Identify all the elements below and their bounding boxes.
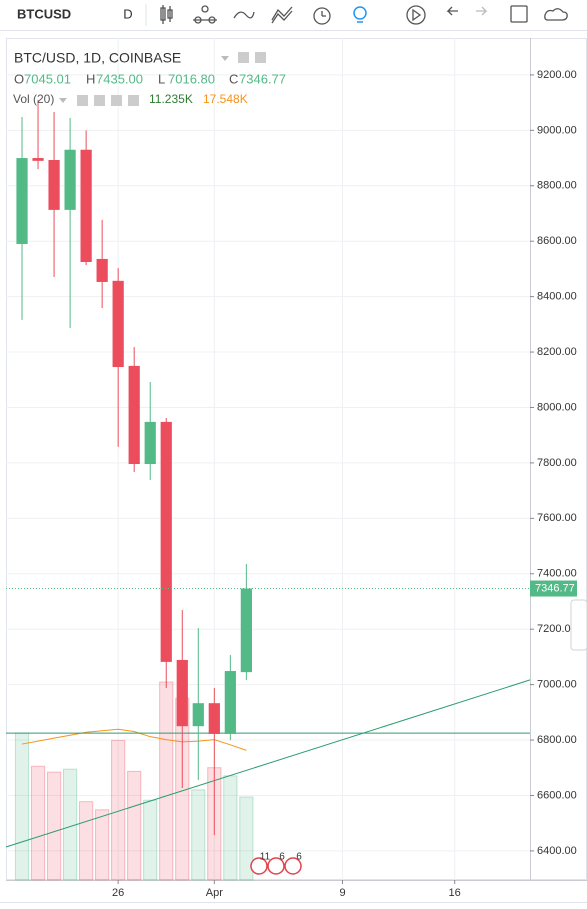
event-marker	[267, 857, 285, 875]
event-label: 6	[279, 852, 285, 863]
candle-body	[192, 703, 204, 727]
volume-pane	[14, 681, 254, 881]
candle-body	[16, 158, 28, 244]
y-tick-label: 6600.00	[537, 789, 577, 801]
ohlc-value: 7016.80	[168, 71, 215, 86]
y-tick-label: 7600.00	[537, 512, 577, 524]
volume-bar	[159, 681, 174, 881]
close-button[interactable]	[128, 95, 139, 106]
candle-body	[128, 365, 140, 465]
candle-body	[160, 421, 172, 662]
fullscreen-icon[interactable]	[510, 5, 528, 23]
volume-title: Vol (20)	[13, 92, 54, 106]
y-tick-label: 6400.00	[537, 845, 577, 857]
x-tick-label: 26	[112, 887, 124, 899]
volume-bar	[46, 771, 62, 881]
volume-value: 11.235K	[149, 92, 193, 106]
candle-body	[240, 588, 252, 673]
ohlc-value: 7435.00	[96, 71, 143, 86]
last-price-label: 7346.77	[535, 582, 575, 594]
x-tick-label: Apr	[206, 887, 223, 899]
volume-bar	[30, 765, 46, 881]
candles-icon[interactable]	[160, 5, 173, 24]
price-pane	[5, 99, 531, 848]
cloud-icon[interactable]	[544, 8, 568, 21]
volume-bar	[239, 796, 254, 881]
add-button[interactable]	[111, 95, 122, 106]
event-marker	[284, 857, 302, 875]
y-tick-label: 9000.00	[537, 124, 577, 136]
settings-button[interactable]	[94, 95, 105, 106]
ohlc-key: O	[14, 71, 24, 86]
toolbar: BTCUSD D	[0, 4, 587, 31]
volume-buttons	[77, 95, 139, 106]
volume-ma-value: 17.548K	[203, 92, 248, 106]
alert-icon[interactable]	[313, 7, 331, 25]
volume-bar	[95, 809, 110, 881]
volume-bar	[79, 801, 94, 881]
volume-bar	[143, 799, 158, 881]
chart-title: BTC/USD, 1D, COINBASE	[14, 50, 181, 66]
templates-icon[interactable]	[271, 6, 293, 24]
event-marker	[250, 857, 268, 875]
ohlc-key: L	[158, 71, 165, 86]
compare-icon[interactable]	[233, 11, 255, 19]
settings-button[interactable]	[238, 52, 249, 63]
undo-icon[interactable]	[446, 6, 458, 16]
event-label: 11	[260, 852, 271, 863]
volume-bar	[223, 775, 238, 881]
candle-body	[80, 149, 92, 262]
ohlc-key: C	[229, 71, 238, 86]
y-tick-label: 7800.00	[537, 457, 577, 469]
candle-body	[144, 421, 156, 465]
y-tick-label: 8000.00	[537, 401, 577, 413]
axes: 6400.00 6600.00 6800.00 7000.00 7200.00 7400.…	[112, 69, 577, 899]
volume-bar	[14, 732, 30, 881]
dropdown[interactable]	[221, 56, 229, 61]
y-tick-label: 6800.00	[537, 734, 577, 746]
candle-body	[96, 258, 108, 282]
volume-bar	[191, 789, 206, 881]
candle-body	[32, 158, 44, 161]
candle-body	[112, 280, 124, 368]
volume-bar	[127, 770, 142, 881]
event-label: 6	[296, 852, 302, 863]
close-button[interactable]	[255, 52, 266, 63]
candle-body	[48, 160, 60, 210]
replay-icon[interactable]	[406, 5, 426, 25]
x-tick-label: 16	[449, 887, 461, 899]
y-tick-label: 7400.00	[537, 568, 577, 580]
ohlc-value: 7346.77	[239, 71, 286, 86]
ohlc-key: H	[86, 71, 95, 86]
ohlc-value: 7045.01	[24, 71, 71, 86]
ohlc-legend: O 7045.01 H 7435.00 L 7016.80 C 7346.77	[14, 71, 286, 86]
candle-body	[64, 149, 76, 210]
indicators-icon[interactable]	[193, 5, 217, 24]
y-tick-label: 8800.00	[537, 180, 577, 192]
ideas-icon[interactable]	[353, 6, 367, 23]
y-tick-label: 7200.00	[537, 623, 577, 635]
y-tick-label: 8400.00	[537, 291, 577, 303]
interval[interactable]: D	[123, 6, 132, 21]
y-tick-label: 8200.00	[537, 346, 577, 358]
y-tick-label: 9200.00	[537, 69, 577, 81]
visibility-button[interactable]	[77, 95, 88, 106]
dropdown[interactable]	[59, 98, 67, 103]
y-tick-label: 7000.00	[537, 679, 577, 691]
last-price-box	[530, 580, 577, 597]
redo-icon[interactable]	[476, 6, 488, 16]
candle-body	[224, 671, 236, 734]
side-tab[interactable]	[570, 599, 587, 651]
volume-ma-line	[21, 728, 247, 751]
x-tick-label: 9	[339, 887, 345, 899]
symbol[interactable]: BTCUSD	[17, 6, 71, 21]
y-tick-label: 8600.00	[537, 235, 577, 247]
candle-body	[208, 703, 220, 734]
trend-line	[5, 679, 531, 848]
candle-body	[176, 659, 188, 727]
